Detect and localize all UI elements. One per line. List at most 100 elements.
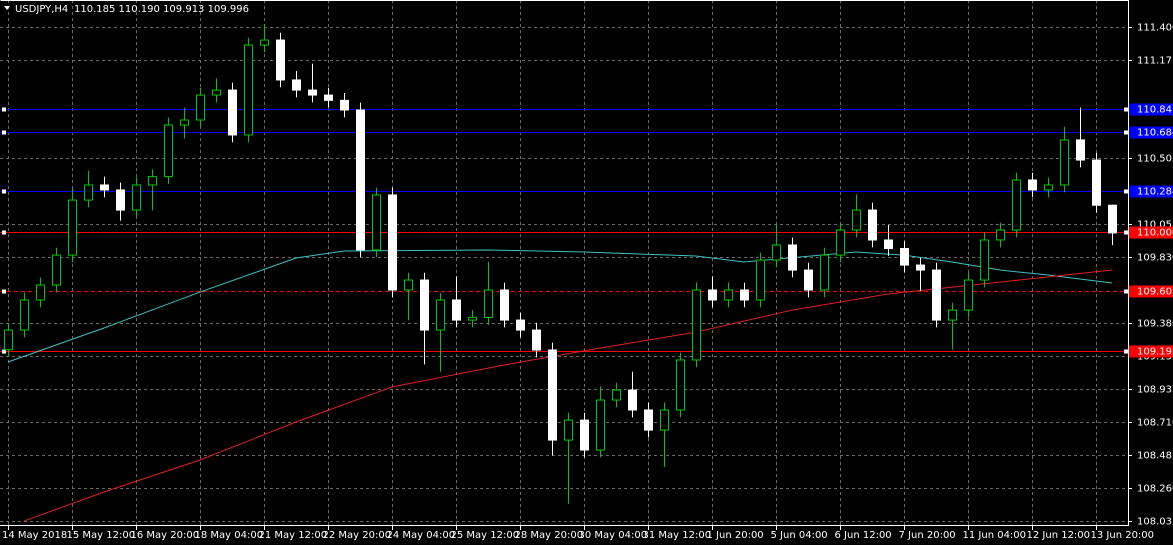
x-tick-label: 5 Jun 04:00 <box>771 530 828 541</box>
level-label: 110.841 <box>1137 105 1173 116</box>
level-handle <box>2 349 6 354</box>
level-label: 110.000 <box>1137 228 1173 239</box>
candle-body <box>212 89 221 96</box>
candle-body <box>468 316 477 321</box>
candle-body <box>1108 204 1117 234</box>
candle-body <box>660 409 669 431</box>
candle-body <box>532 329 541 351</box>
x-tick-label: 7 Jun 20:00 <box>899 530 956 541</box>
candle-body <box>676 359 685 411</box>
grid <box>0 0 1128 525</box>
x-tick-label: 16 May 20:00 <box>131 530 200 541</box>
candle-body <box>132 184 141 211</box>
candle-body <box>116 189 125 211</box>
x-tick-label: 21 May 12:00 <box>259 530 328 541</box>
candle-body <box>84 184 93 201</box>
candle-body <box>948 309 957 321</box>
candle-body <box>868 209 877 241</box>
candle-body <box>244 44 253 136</box>
candle-body <box>692 289 701 361</box>
candle-body <box>484 289 493 318</box>
level-label-box <box>1129 103 1173 116</box>
candle-body <box>724 289 733 301</box>
candle-body <box>644 409 653 431</box>
level-handle <box>2 289 6 294</box>
candle-body <box>436 299 445 331</box>
x-tick-label: 14 May 2018 <box>2 530 67 541</box>
level-label: 109.601 <box>1137 287 1173 298</box>
level-handle <box>2 130 6 135</box>
level-label-box <box>1129 345 1173 358</box>
level-handle <box>1124 349 1128 354</box>
candle-body <box>1092 159 1101 206</box>
candle-body <box>148 176 157 186</box>
candle-body <box>852 209 861 231</box>
level-label: 110.284 <box>1137 187 1173 198</box>
candle-body <box>1060 139 1069 186</box>
candle-body <box>596 399 605 451</box>
candle-body <box>388 194 397 291</box>
candle-body <box>740 289 749 301</box>
candle-body <box>772 244 781 261</box>
y-tick-label: 108.035 <box>1137 517 1173 528</box>
candle-body <box>292 79 301 91</box>
candle-body <box>804 269 813 291</box>
level-handle <box>1124 230 1128 235</box>
candle-body <box>564 419 573 441</box>
candle-body <box>356 109 365 251</box>
y-tick-label: 108.710 <box>1137 418 1173 429</box>
candle-body <box>340 99 349 111</box>
candle-body <box>68 199 77 256</box>
candle-body <box>820 254 829 291</box>
x-tick-label: 15 May 12:00 <box>67 530 136 541</box>
y-tick-label: 108.260 <box>1137 484 1173 495</box>
y-tick-label: 108.485 <box>1137 451 1173 462</box>
candle-body <box>452 299 461 321</box>
candle-body <box>36 284 45 301</box>
y-tick-label: 110.505 <box>1137 154 1173 165</box>
header-marker <box>4 6 10 10</box>
level-handle <box>1124 107 1128 112</box>
x-tick-label: 18 May 04:00 <box>195 530 264 541</box>
level-handle <box>2 189 6 194</box>
candle-body <box>980 239 989 281</box>
candle-body <box>4 329 13 351</box>
y-tick-label: 109.380 <box>1137 319 1173 330</box>
level-handle <box>1124 289 1128 294</box>
candle-body <box>964 279 973 311</box>
plot <box>0 24 1128 522</box>
x-tick-label: 28 May 20:00 <box>515 530 584 541</box>
x-tick-label: 25 May 12:00 <box>451 530 520 541</box>
candle-body <box>708 289 717 301</box>
candle-body <box>196 94 205 121</box>
candle-body <box>324 94 333 101</box>
candle-body <box>516 319 525 331</box>
candle-body <box>548 349 557 441</box>
candle-body <box>1012 179 1021 231</box>
candle-body <box>260 39 269 46</box>
level-handle <box>2 107 6 112</box>
x-tick-label: 22 May 20:00 <box>323 530 392 541</box>
y-tick-label: 111.400 <box>1137 23 1173 34</box>
x-tick-label: 13 Jun 20:00 <box>1091 530 1155 541</box>
level-handle <box>1124 130 1128 135</box>
candle-body <box>276 39 285 81</box>
candle-body <box>500 289 509 321</box>
x-tick-label: 1 Jun 20:00 <box>707 530 764 541</box>
y-tick-label: 110.055 <box>1137 220 1173 231</box>
level-label: 110.684 <box>1137 128 1173 139</box>
y-tick-label: 111.175 <box>1137 56 1173 67</box>
symbol: USDJPY,H4 <box>15 4 68 15</box>
candle-body <box>20 299 29 331</box>
level-handle <box>2 230 6 235</box>
level-label: 109.193 <box>1137 347 1173 358</box>
level-handle <box>1124 189 1128 194</box>
candle-body <box>1028 179 1037 191</box>
candle-body <box>52 254 61 286</box>
candle-body <box>788 244 797 271</box>
candle-body <box>404 279 413 291</box>
